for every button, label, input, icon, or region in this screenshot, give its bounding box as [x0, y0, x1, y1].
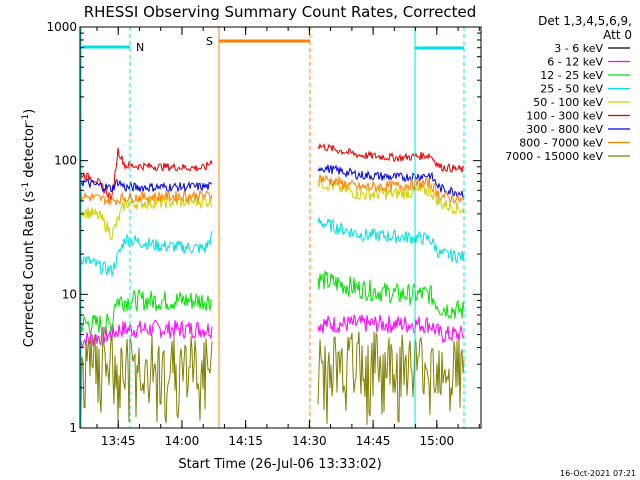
series-line-3-seg-1 — [79, 288, 213, 334]
legend-header-line1: Det 1,3,4,5,6,9, — [538, 14, 632, 28]
legend-label-6: 100 - 300 keV — [526, 110, 603, 123]
y-tick-label-4: 1000 — [46, 20, 77, 34]
legend-label-1: 3 - 6 keV — [554, 42, 603, 55]
legend-label-4: 25 - 50 keV — [540, 83, 603, 96]
legend-label-8: 800 - 7000 keV — [519, 137, 603, 150]
series-line-7-seg-2 — [317, 164, 465, 198]
x-tick-label-4: 14:30 — [292, 434, 327, 448]
legend-label-3: 12 - 25 keV — [540, 69, 603, 82]
series-line-3-seg-2 — [317, 270, 465, 320]
series-line-9-seg-2 — [317, 331, 465, 425]
legend-label-9: 7000 - 15000 keV — [505, 150, 603, 163]
series-line-6-seg-1 — [79, 147, 213, 201]
series-line-9-seg-1 — [79, 331, 213, 424]
x-tick-label-3: 14:15 — [228, 434, 263, 448]
axes: 1 10 100 1000 13:45 14:00 14:15 14:30 14:45 15:00 — [46, 20, 482, 448]
series-line-2-seg-2 — [317, 313, 465, 345]
legend-header-line2: Att 0 — [603, 28, 632, 42]
x-tick-label-1: 13:45 — [101, 434, 136, 448]
series-line-4-seg-2 — [317, 217, 465, 264]
chart-title: RHESSI Observing Summary Count Rates, Co… — [84, 3, 477, 21]
x-axis-label: Start Time (26-Jul-06 13:33:02) — [178, 457, 381, 472]
series-line-8-seg-1 — [79, 190, 213, 206]
saa-label: S — [206, 35, 213, 48]
legend-label-2: 6 - 12 keV — [547, 56, 603, 69]
series-layer — [79, 142, 465, 425]
night-label: N — [136, 41, 144, 54]
y-axis-label: Corrected Count Rate (s-1 detector-1) — [21, 109, 37, 347]
legend-label-7: 300 - 800 keV — [526, 123, 603, 136]
legend-label-5: 50 - 100 keV — [533, 96, 603, 109]
series-line-6-seg-2 — [317, 142, 465, 173]
y-tick-label-1: 1 — [69, 421, 77, 435]
timestamp: 16-Oct-2021 07:21 — [560, 469, 636, 478]
series-line-7-seg-1 — [79, 178, 213, 194]
y-tick-label-2: 10 — [62, 287, 77, 301]
x-tick-label-2: 14:00 — [165, 434, 200, 448]
plot-frame — [79, 26, 482, 429]
x-tick-label-6: 15:00 — [420, 434, 455, 448]
series-line-8-seg-2 — [317, 174, 465, 205]
y-tick-label-3: 100 — [54, 154, 77, 168]
x-tick-label-5: 14:45 — [356, 434, 391, 448]
series-line-4-seg-1 — [79, 230, 213, 277]
